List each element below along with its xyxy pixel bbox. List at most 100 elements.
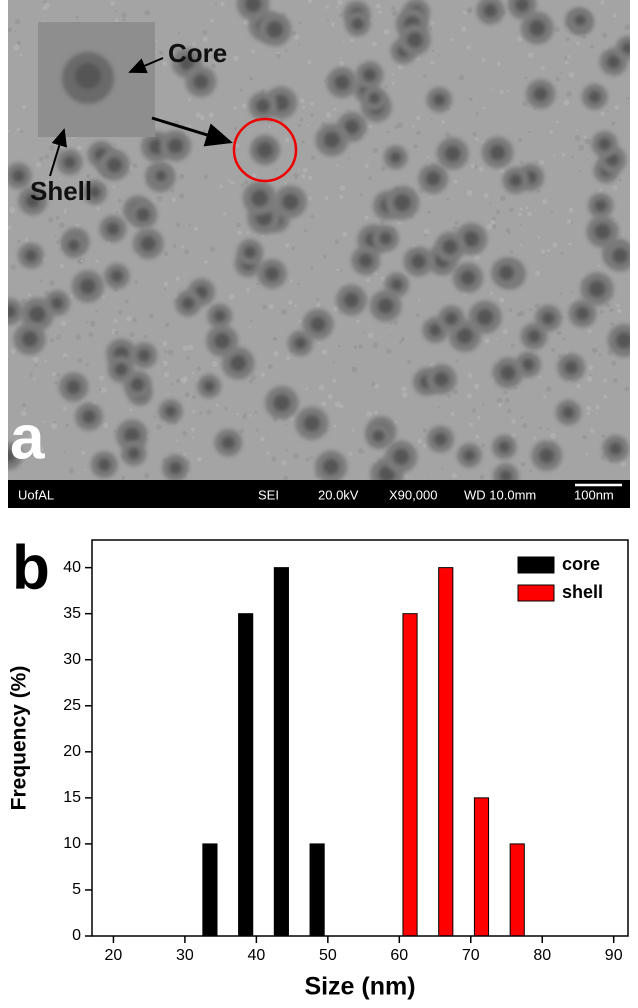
- grain: [68, 468, 75, 474]
- particle-core: [79, 278, 96, 295]
- particle-core: [598, 138, 611, 151]
- particle-core: [527, 330, 541, 343]
- particle-core: [89, 186, 101, 198]
- grain: [503, 390, 508, 395]
- grain: [333, 424, 337, 428]
- grain: [272, 336, 278, 342]
- grain: [171, 382, 175, 386]
- grain: [134, 280, 139, 284]
- grain: [267, 364, 273, 370]
- grain: [422, 444, 427, 448]
- x-tick-label: 60: [390, 947, 408, 964]
- particle-core: [106, 222, 120, 236]
- grain: [483, 192, 489, 198]
- grain: [479, 474, 485, 480]
- grain: [307, 124, 310, 127]
- grain: [284, 242, 290, 248]
- grain: [509, 207, 514, 213]
- grain: [24, 238, 29, 242]
- grain: [193, 226, 198, 231]
- grain: [510, 343, 515, 348]
- grain: [578, 144, 585, 151]
- grain: [203, 174, 208, 179]
- grain: [42, 5, 48, 11]
- grain: [474, 383, 480, 390]
- grain: [475, 434, 480, 439]
- grain: [365, 164, 369, 168]
- grain: [85, 363, 89, 367]
- particle-core: [107, 157, 122, 173]
- grain: [318, 384, 325, 391]
- grain: [567, 55, 571, 58]
- grain: [519, 223, 522, 226]
- particle-core: [203, 380, 215, 392]
- grain: [43, 0, 46, 4]
- grain: [35, 162, 42, 168]
- grain: [236, 222, 241, 228]
- grain: [208, 112, 214, 118]
- particle-core: [165, 405, 177, 417]
- grain: [613, 13, 617, 18]
- grain: [553, 154, 556, 157]
- grain: [614, 105, 619, 110]
- grain: [271, 456, 277, 462]
- particle-core: [272, 94, 289, 111]
- particle-core: [411, 254, 426, 269]
- y-tick-label: 35: [63, 605, 81, 622]
- particle-core: [110, 270, 123, 283]
- grain: [177, 31, 181, 34]
- particle-core: [363, 68, 377, 82]
- grain: [600, 455, 606, 461]
- grain: [517, 36, 523, 42]
- grain: [528, 130, 531, 134]
- grain: [552, 242, 558, 248]
- grain: [310, 266, 314, 270]
- grain: [461, 26, 467, 32]
- sem-image: [8, 0, 630, 480]
- grain: [399, 340, 403, 344]
- grain: [164, 349, 168, 354]
- grain: [268, 303, 275, 310]
- grain: [555, 77, 560, 82]
- grain: [91, 320, 95, 323]
- grain: [98, 375, 104, 381]
- grain: [474, 254, 480, 261]
- grain: [144, 9, 151, 16]
- grain: [114, 10, 118, 13]
- grain: [167, 349, 174, 356]
- grain: [538, 375, 542, 379]
- grain: [65, 423, 70, 428]
- grain: [294, 177, 298, 180]
- particle-core: [377, 298, 394, 314]
- x-tick-label: 30: [176, 947, 194, 964]
- grain: [191, 371, 195, 375]
- grain: [450, 411, 455, 416]
- info-text: UofAL: [18, 487, 54, 502]
- particle-core: [334, 75, 350, 90]
- grain: [600, 0, 605, 5]
- grain: [559, 292, 563, 296]
- grain: [587, 328, 592, 334]
- grain: [307, 60, 312, 65]
- grain: [549, 130, 553, 134]
- grain: [75, 15, 79, 19]
- grain: [165, 322, 170, 327]
- particle-core: [368, 92, 380, 104]
- grain: [466, 189, 473, 196]
- grain: [129, 332, 135, 338]
- particle-core: [179, 55, 195, 71]
- grain: [144, 472, 150, 479]
- grain: [321, 349, 328, 355]
- grain: [161, 363, 164, 366]
- grain: [74, 223, 80, 229]
- grain: [520, 461, 526, 467]
- grain: [48, 145, 55, 151]
- grain: [529, 308, 533, 311]
- grain: [233, 126, 238, 131]
- grain: [297, 168, 301, 172]
- grain: [22, 105, 27, 110]
- grain: [248, 326, 251, 329]
- grain: [62, 353, 68, 359]
- grain: [541, 249, 546, 254]
- grain: [326, 18, 330, 21]
